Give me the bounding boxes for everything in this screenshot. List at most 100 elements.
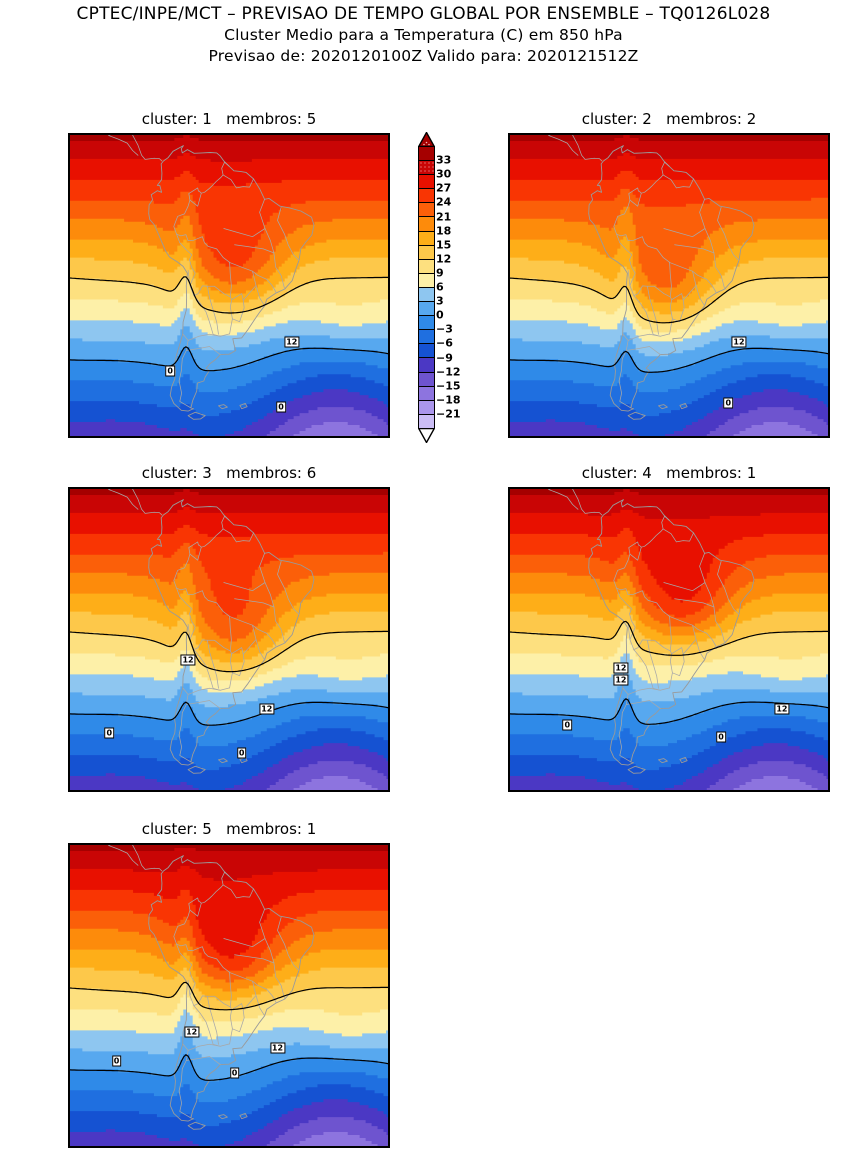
x-axis-tick bbox=[331, 436, 332, 438]
colorbar-segment bbox=[419, 161, 434, 175]
y-axis-tick bbox=[68, 298, 70, 299]
y-axis-tick bbox=[68, 774, 70, 775]
colorbar-tick-label: 30 bbox=[436, 168, 451, 181]
x-axis-tick bbox=[224, 1146, 225, 1148]
map-plot-cluster-5[interactable]: 15N10N5NEQ5S10S15S20S25S30S35S40S45S50S5… bbox=[68, 843, 390, 1148]
y-axis-tick bbox=[508, 550, 510, 551]
y-axis-tick bbox=[68, 257, 70, 258]
x-axis-tick bbox=[771, 436, 772, 438]
y-axis-tick bbox=[508, 611, 510, 612]
chart-header: CPTEC/INPE/MCT – PREVISAO DE TEMPO GLOBA… bbox=[0, 4, 847, 67]
colorbar-tick-label: −9 bbox=[436, 351, 453, 364]
y-axis-tick bbox=[68, 1130, 70, 1131]
colorbar-segment bbox=[419, 288, 434, 302]
y-axis-tick bbox=[508, 298, 510, 299]
contour-label-0: 0 bbox=[165, 365, 175, 376]
y-axis-tick bbox=[508, 713, 510, 714]
y-axis-tick bbox=[508, 509, 510, 510]
x-axis-tick bbox=[81, 436, 82, 438]
y-axis-tick bbox=[68, 1069, 70, 1070]
x-axis-tick bbox=[260, 1146, 261, 1148]
contour-label-0: 0 bbox=[723, 398, 733, 409]
x-axis-tick bbox=[81, 1146, 82, 1148]
y-axis-tick bbox=[508, 399, 510, 400]
x-axis-tick bbox=[367, 1146, 368, 1148]
y-axis-tick bbox=[68, 845, 70, 846]
contour-label-0: 0 bbox=[105, 728, 115, 739]
colorbar-tick-label: −6 bbox=[436, 337, 453, 350]
x-axis-tick bbox=[260, 436, 261, 438]
y-axis-tick bbox=[508, 338, 510, 339]
y-axis-tick bbox=[508, 652, 510, 653]
colorbar-segment bbox=[419, 175, 434, 189]
colorbar-segment bbox=[419, 358, 434, 372]
colorbar-segment bbox=[419, 232, 434, 246]
y-axis-tick bbox=[508, 379, 510, 380]
colorbar-segment bbox=[419, 260, 434, 274]
y-axis-tick bbox=[68, 216, 70, 217]
map-plot-cluster-1[interactable]: 15N10N5NEQ5S10S15S20S25S30S35S40S45S50S5… bbox=[68, 133, 390, 438]
header-line-3: Previsao de: 2020120100Z Valido para: 20… bbox=[0, 46, 847, 67]
x-axis-tick bbox=[664, 790, 665, 792]
panel-title-cluster-5: cluster: 5 membros: 1 bbox=[68, 820, 390, 838]
contour-label-12: 12 bbox=[774, 703, 789, 714]
y-axis-tick bbox=[68, 906, 70, 907]
y-axis-tick bbox=[68, 611, 70, 612]
contour-label-12: 12 bbox=[184, 1027, 199, 1038]
y-axis-tick bbox=[68, 318, 70, 319]
y-axis-tick bbox=[508, 591, 510, 592]
y-axis-tick bbox=[68, 237, 70, 238]
y-axis-tick bbox=[508, 257, 510, 258]
y-axis-tick bbox=[508, 155, 510, 156]
x-axis-tick bbox=[224, 436, 225, 438]
colorbar-tick-label: −21 bbox=[436, 407, 461, 420]
y-axis-tick bbox=[68, 1109, 70, 1110]
y-axis-tick bbox=[68, 987, 70, 988]
colorbar-tick-label: 12 bbox=[436, 252, 451, 265]
y-axis-tick bbox=[68, 155, 70, 156]
colorbar-tick-label: 21 bbox=[436, 210, 451, 223]
y-axis-tick bbox=[68, 550, 70, 551]
y-axis-tick bbox=[68, 692, 70, 693]
x-axis-tick bbox=[592, 790, 593, 792]
x-axis-tick bbox=[117, 790, 118, 792]
y-axis-tick bbox=[68, 886, 70, 887]
x-axis-tick bbox=[152, 1146, 153, 1148]
y-axis-tick bbox=[68, 733, 70, 734]
x-axis-tick bbox=[295, 436, 296, 438]
contour-label-12: 12 bbox=[180, 654, 195, 665]
colorbar-segment bbox=[419, 302, 434, 316]
panel-title-cluster-2: cluster: 2 membros: 2 bbox=[508, 110, 830, 128]
y-axis-tick bbox=[68, 509, 70, 510]
panel-cluster-1: cluster: 1 membros: 515N10N5NEQ5S10S15S2… bbox=[68, 110, 390, 455]
colorbar-tick-label: −12 bbox=[436, 365, 461, 378]
y-axis-tick bbox=[68, 926, 70, 927]
y-axis-tick bbox=[508, 489, 510, 490]
contour-label-0: 0 bbox=[562, 719, 572, 730]
x-axis-tick bbox=[557, 790, 558, 792]
contour-label-12: 12 bbox=[613, 675, 628, 686]
map-plot-cluster-3[interactable]: 15N10N5NEQ5S10S15S20S25S30S35S40S45S50S5… bbox=[68, 487, 390, 792]
y-axis-tick bbox=[508, 530, 510, 531]
contour-label-0: 0 bbox=[237, 748, 247, 759]
y-axis-tick bbox=[508, 570, 510, 571]
contour-label-12: 12 bbox=[259, 703, 274, 714]
colorbar-tick-label: 9 bbox=[436, 266, 444, 279]
y-axis-tick bbox=[508, 753, 510, 754]
colorbar-tick-label: −15 bbox=[436, 379, 461, 392]
map-plot-cluster-2[interactable]: 15N10N5NEQ5S10S15S20S25S30S35S40S45S50S5… bbox=[508, 133, 830, 438]
map-plot-cluster-4[interactable]: 15N10N5NEQ5S10S15S20S25S30S35S40S45S50S5… bbox=[508, 487, 830, 792]
x-axis-tick bbox=[188, 790, 189, 792]
x-axis-tick bbox=[807, 790, 808, 792]
x-axis-tick bbox=[224, 790, 225, 792]
x-axis-tick bbox=[295, 790, 296, 792]
y-axis-tick bbox=[68, 420, 70, 421]
x-axis-tick bbox=[152, 790, 153, 792]
x-axis-tick bbox=[557, 436, 558, 438]
x-axis-tick bbox=[117, 436, 118, 438]
x-axis-tick bbox=[807, 436, 808, 438]
y-axis-tick bbox=[508, 774, 510, 775]
y-axis-tick bbox=[508, 359, 510, 360]
colorbar-segment bbox=[419, 387, 434, 401]
y-axis-tick bbox=[508, 196, 510, 197]
